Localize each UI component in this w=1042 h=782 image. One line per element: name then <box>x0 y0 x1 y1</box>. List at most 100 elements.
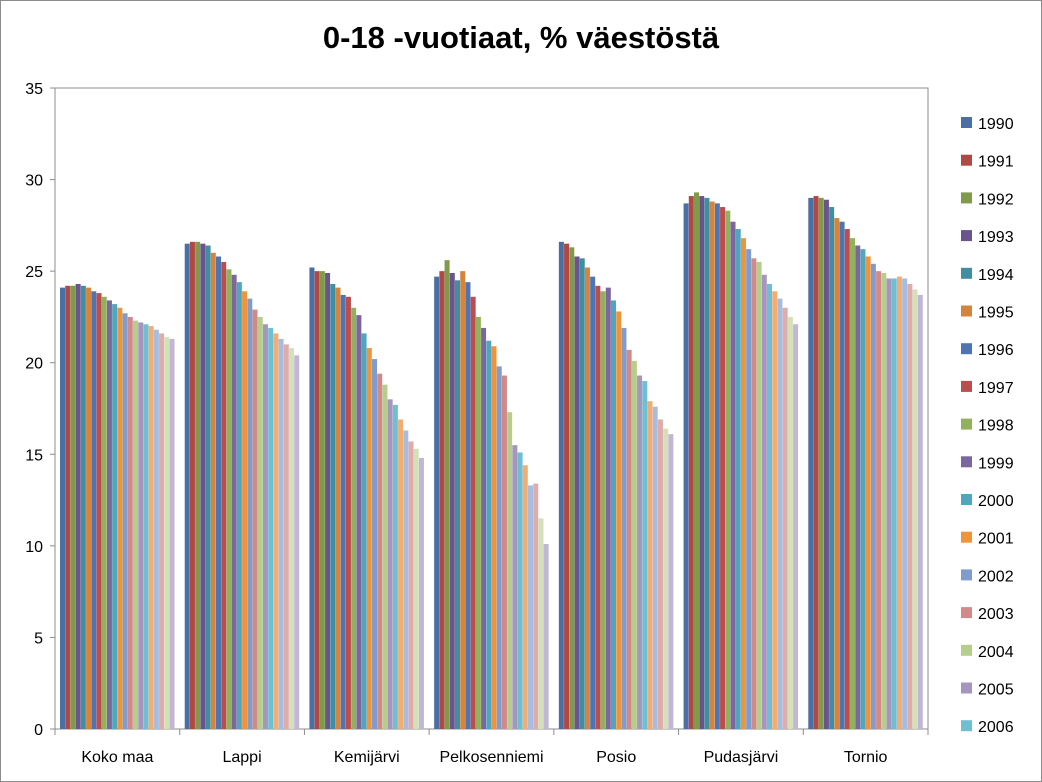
bar <box>663 428 669 729</box>
bar <box>138 322 144 729</box>
bar <box>403 430 409 729</box>
bar <box>361 333 367 729</box>
bar <box>912 289 918 729</box>
bar <box>637 375 643 729</box>
bar <box>475 316 481 729</box>
bar-group <box>60 283 175 729</box>
legend-label: 2002 <box>978 568 1014 585</box>
legend-label: 2003 <box>978 606 1014 623</box>
bar <box>366 348 372 729</box>
x-tick-label: Tornio <box>844 749 888 766</box>
legend-swatch <box>961 720 972 732</box>
bar <box>777 298 783 729</box>
bar <box>517 452 523 729</box>
bar <box>823 199 829 729</box>
legend-label: 1990 <box>978 116 1014 133</box>
x-tick-label: Pelkosenniemi <box>439 749 543 766</box>
bar <box>652 406 658 729</box>
legend-item: 2005 <box>961 682 1014 699</box>
bar <box>642 381 648 729</box>
y-axis: 0 5 10 15 20 25 30 35 <box>25 81 929 739</box>
bar <box>117 307 123 729</box>
bar <box>257 316 263 729</box>
bar <box>122 313 128 729</box>
bar <box>143 324 149 729</box>
bar <box>756 261 762 729</box>
bar <box>283 344 289 729</box>
bar <box>808 197 814 729</box>
bar <box>512 445 518 729</box>
bar <box>470 296 476 729</box>
bar <box>870 263 876 729</box>
bar <box>855 245 861 729</box>
legend-label: 2004 <box>978 644 1014 661</box>
bar <box>65 285 71 729</box>
bar <box>75 283 81 729</box>
bar <box>294 355 300 729</box>
bar <box>616 311 622 729</box>
bar <box>600 291 606 729</box>
bar <box>605 287 611 729</box>
bar <box>481 327 487 729</box>
legend-label: 2005 <box>978 682 1014 699</box>
bar <box>434 276 440 729</box>
bar <box>683 203 689 729</box>
bar <box>86 287 92 729</box>
bar <box>413 448 419 729</box>
legend-swatch <box>961 305 972 317</box>
bar <box>418 457 424 729</box>
bar <box>325 272 331 729</box>
y-tick-label: 25 <box>25 264 43 281</box>
bar <box>782 307 788 729</box>
bar <box>216 256 222 729</box>
bar <box>590 276 596 729</box>
bar <box>377 373 383 729</box>
bar <box>533 483 539 729</box>
legend-item: 1990 <box>961 116 1014 133</box>
bar <box>507 412 513 729</box>
bar <box>408 441 414 729</box>
legend-item: 1992 <box>961 191 1014 208</box>
bar <box>345 296 351 729</box>
legend-swatch <box>961 230 972 242</box>
x-tick-label: Koko maa <box>81 749 153 766</box>
bar <box>309 267 315 729</box>
bar <box>907 283 913 729</box>
x-tick-label: Kemijärvi <box>334 749 400 766</box>
bar <box>860 249 866 729</box>
bar <box>184 243 190 729</box>
y-tick-label: 30 <box>25 173 43 190</box>
bar <box>289 348 295 729</box>
bar <box>392 404 398 729</box>
bar <box>714 203 720 729</box>
bar <box>496 366 502 729</box>
bar <box>148 326 154 729</box>
bar <box>273 333 279 729</box>
legend-label: 1992 <box>978 191 1014 208</box>
x-tick-label: Posio <box>596 749 636 766</box>
bar <box>704 197 710 729</box>
bar <box>626 349 632 729</box>
legend-item: 2004 <box>961 644 1014 661</box>
legend-item: 2001 <box>961 531 1014 548</box>
bar <box>153 329 159 729</box>
bar <box>611 300 617 729</box>
x-axis-labels: Koko maa Lappi Kemijärvi Pelkosenniemi Posio… <box>81 749 887 766</box>
bar <box>579 258 585 729</box>
legend-swatch <box>961 154 972 166</box>
bar <box>455 280 461 729</box>
bar <box>189 241 195 729</box>
y-tick-label: 20 <box>25 356 43 373</box>
bar <box>91 291 97 729</box>
bar <box>657 419 663 729</box>
bar <box>444 260 450 729</box>
y-tick-label: 15 <box>25 447 43 464</box>
bar <box>247 298 253 729</box>
legend-swatch <box>961 607 972 619</box>
bar <box>631 360 637 729</box>
legend-label: 1994 <box>978 267 1014 284</box>
bar <box>351 307 357 729</box>
legend-label: 1999 <box>978 455 1014 472</box>
bar <box>205 245 211 729</box>
